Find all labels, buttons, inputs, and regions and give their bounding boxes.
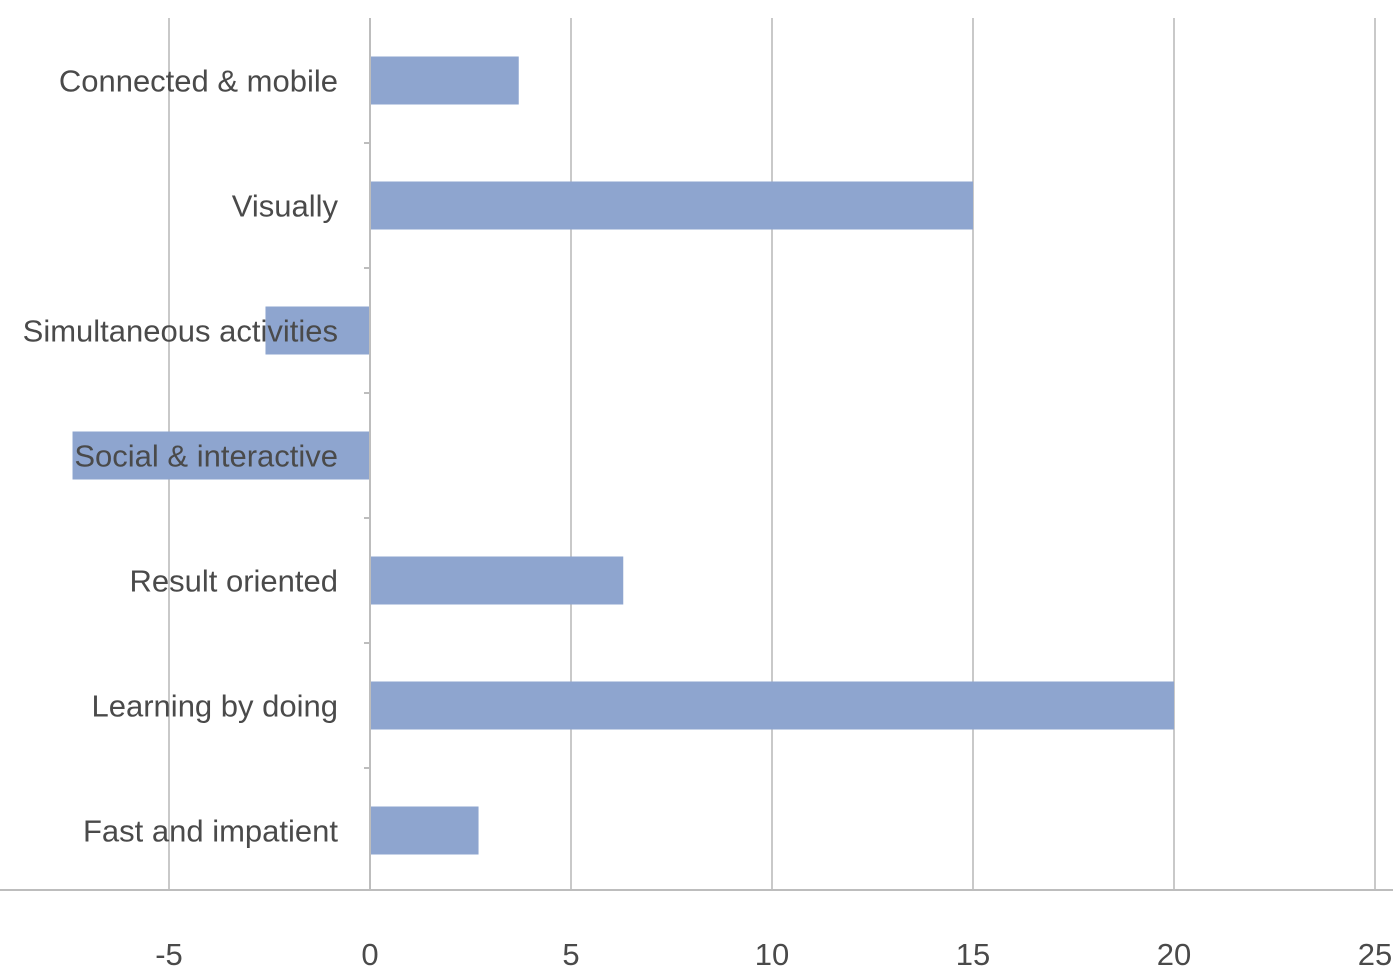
category-label: Simultaneous activities (23, 314, 338, 349)
x-tick-label: 5 (562, 937, 579, 969)
bars (72, 56, 1174, 855)
bar-visually (370, 181, 973, 230)
bar-simultaneous-activities (265, 306, 370, 355)
x-tick-label: 15 (956, 937, 990, 969)
bar-connected-mobile (370, 56, 519, 105)
category-label: Fast and impatient (83, 814, 338, 849)
bar-social-interactive (72, 431, 371, 480)
category-label: Learning by doing (92, 689, 338, 724)
bar-result-oriented (370, 556, 624, 605)
category-label: Connected & mobile (59, 64, 338, 99)
grid-lines (168, 18, 1376, 890)
category-label: Result oriented (129, 564, 338, 599)
category-label: Social & interactive (74, 439, 338, 474)
axes (0, 18, 1393, 891)
x-tick-label: 20 (1157, 937, 1191, 969)
x-tick-labels: -5 0 5 10 15 20 25 (155, 937, 1392, 969)
x-tick-label: 25 (1358, 937, 1392, 969)
x-tick-label: 10 (755, 937, 789, 969)
category-label: Visually (232, 189, 339, 224)
bar-fast-and-impatient (370, 806, 479, 855)
x-tick-label: -5 (155, 937, 183, 969)
category-labels: Connected & mobile Visually Simultaneous a… (23, 64, 339, 849)
bar-learning-by-doing (370, 681, 1174, 730)
x-tick-label: 0 (361, 937, 378, 969)
